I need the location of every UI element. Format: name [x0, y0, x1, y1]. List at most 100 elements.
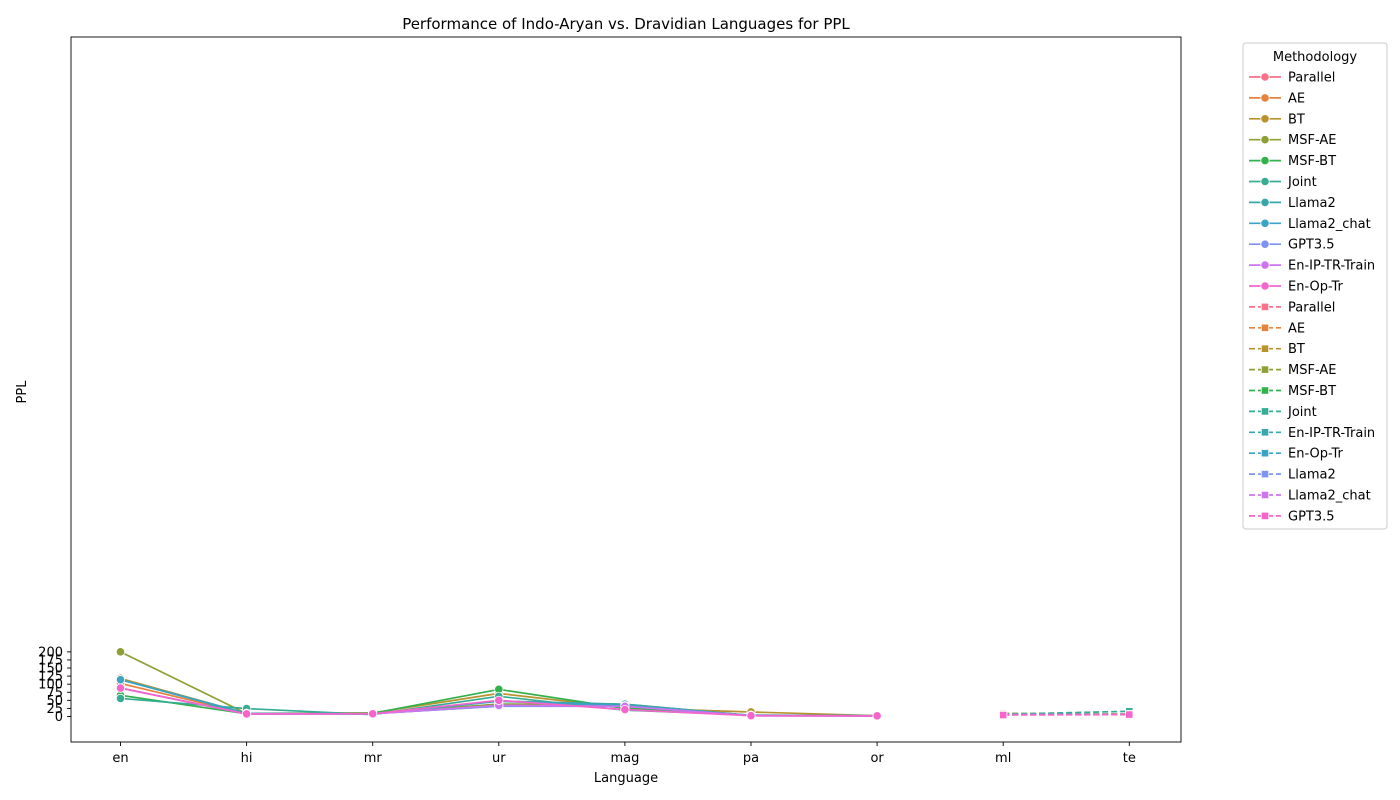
data-point [242, 709, 252, 719]
legend-label: Joint [1287, 405, 1317, 420]
chart-title: Performance of Indo-Aryan vs. Dravidian … [402, 15, 850, 33]
legend-swatch-marker [1260, 156, 1270, 166]
x-tick-label: pa [743, 751, 759, 766]
legend-title: Methodology [1273, 50, 1358, 65]
x-tick-label: mr [364, 751, 383, 766]
series-line [1003, 710, 1130, 716]
legend-entry: BT [1249, 112, 1305, 127]
y-tick-label: 200 [38, 645, 63, 660]
axes-frame [70, 36, 1182, 743]
legend-entry: En-Op-Tr [1249, 280, 1344, 295]
data-point [115, 693, 126, 704]
y-tick-label: 25 [46, 702, 63, 717]
legend-entry: Joint [1249, 405, 1317, 420]
data-point [872, 711, 882, 721]
legend-swatch-marker [1260, 72, 1270, 82]
legend-entry: Llama2 [1249, 196, 1336, 211]
legend-swatch-marker [1260, 93, 1270, 103]
legend-swatch-marker [1260, 407, 1270, 416]
x-tick-label: mag [610, 751, 639, 766]
legend-entry: Llama2_chat [1249, 489, 1371, 504]
legend-label: En-Op-Tr [1288, 280, 1344, 295]
legend-label: MSF-AE [1288, 363, 1336, 378]
data-point [115, 683, 126, 693]
x-tick-label: ml [995, 751, 1011, 766]
x-tick-label: ur [492, 751, 506, 766]
legend-swatch-marker [1260, 449, 1270, 458]
y-tick-label: 50 [46, 694, 63, 709]
legend-entry: AE [1249, 91, 1305, 106]
data-point [115, 647, 126, 657]
legend-items: Parallel AE BT MSF-AE MSF-BT Joint Llama2 Llama… [1249, 71, 1375, 524]
legend-swatch-marker [1260, 239, 1270, 249]
legend-swatch-marker [1260, 176, 1270, 187]
legend-swatch-marker [1260, 365, 1270, 374]
data-point [1125, 710, 1134, 719]
legend-entry: Parallel [1249, 71, 1335, 86]
legend-swatch-marker [1260, 281, 1270, 291]
legend-entry: AE [1249, 321, 1305, 336]
legend-entry: En-IP-TR-Train [1249, 426, 1375, 441]
y-tick-label: 0 [55, 710, 63, 725]
series-gpt3-5-dravidian [999, 710, 1134, 720]
legend-label: Parallel [1288, 300, 1335, 315]
legend-label: Llama2_chat [1288, 489, 1371, 504]
legend-label: GPT3.5 [1288, 509, 1335, 524]
legend-label: GPT3.5 [1288, 238, 1335, 253]
legend-swatch-marker [1260, 344, 1270, 353]
data-point [368, 709, 378, 719]
legend-label: MSF-AE [1288, 133, 1336, 148]
legend-label: En-Op-Tr [1288, 447, 1344, 462]
legend-entry: Llama2 [1249, 468, 1336, 483]
legend-entry: BT [1249, 342, 1305, 357]
legend-entry: GPT3.5 [1249, 238, 1335, 253]
legend-label: MSF-BT [1288, 384, 1336, 399]
legend-entry: MSF-BT [1249, 154, 1336, 169]
legend-swatch-marker [1260, 428, 1270, 437]
legend-swatch-marker [1260, 386, 1270, 395]
legend-label: En-IP-TR-Train [1288, 426, 1375, 441]
legend-label: AE [1288, 91, 1305, 106]
series-en-op-tr-indo-aryan [115, 683, 882, 721]
legend-label: BT [1288, 112, 1305, 127]
legend-swatch-marker [1260, 469, 1270, 479]
x-tick-label: te [1123, 751, 1136, 766]
legend-label: Llama2 [1288, 196, 1336, 211]
legend-label: Parallel [1288, 71, 1335, 86]
data-point [999, 710, 1008, 720]
x-tick-label: or [870, 751, 884, 766]
legend-swatch-marker [1260, 197, 1270, 207]
legend-entry: En-IP-TR-Train [1249, 259, 1375, 274]
legend-swatch-marker [1260, 490, 1270, 500]
legend-entry: Joint [1249, 175, 1317, 190]
legend-entry: MSF-AE [1249, 363, 1336, 378]
y-tick-label: 175 [38, 653, 63, 668]
legend-label: BT [1288, 342, 1305, 357]
y-axis-label: PPL [15, 380, 30, 404]
y-tick-label: 125 [38, 670, 63, 685]
data-point [494, 695, 504, 705]
legend-entry: En-Op-Tr [1249, 447, 1344, 462]
legend-swatch-marker [1260, 302, 1270, 312]
x-tick-label: hi [241, 751, 253, 766]
legend-entry: MSF-AE [1249, 133, 1336, 148]
y-tick-label: 150 [38, 662, 63, 677]
y-tick-label: 100 [38, 678, 63, 693]
legend-frame [1242, 42, 1388, 530]
data-point [115, 675, 126, 685]
legend-swatch-marker [1260, 511, 1270, 521]
legend-label: Joint [1287, 175, 1317, 190]
legend-label: AE [1288, 321, 1305, 336]
x-tick-label: en [112, 751, 128, 766]
legend-entry: GPT3.5 [1249, 509, 1335, 524]
legend-entry: Llama2_chat [1249, 217, 1371, 232]
plot-area: en hi mr ur mag pa or ml te 025507510012515017520… [38, 36, 1182, 766]
legend: Methodology Parallel AE BT MSF-AE MSF-BT Join… [1242, 42, 1388, 530]
legend-swatch-marker [1260, 114, 1270, 124]
legend-label: MSF-BT [1288, 154, 1336, 169]
legend-label: Llama2_chat [1288, 217, 1371, 232]
legend-swatch-marker [1260, 218, 1270, 228]
legend-entry: Parallel [1249, 300, 1335, 315]
